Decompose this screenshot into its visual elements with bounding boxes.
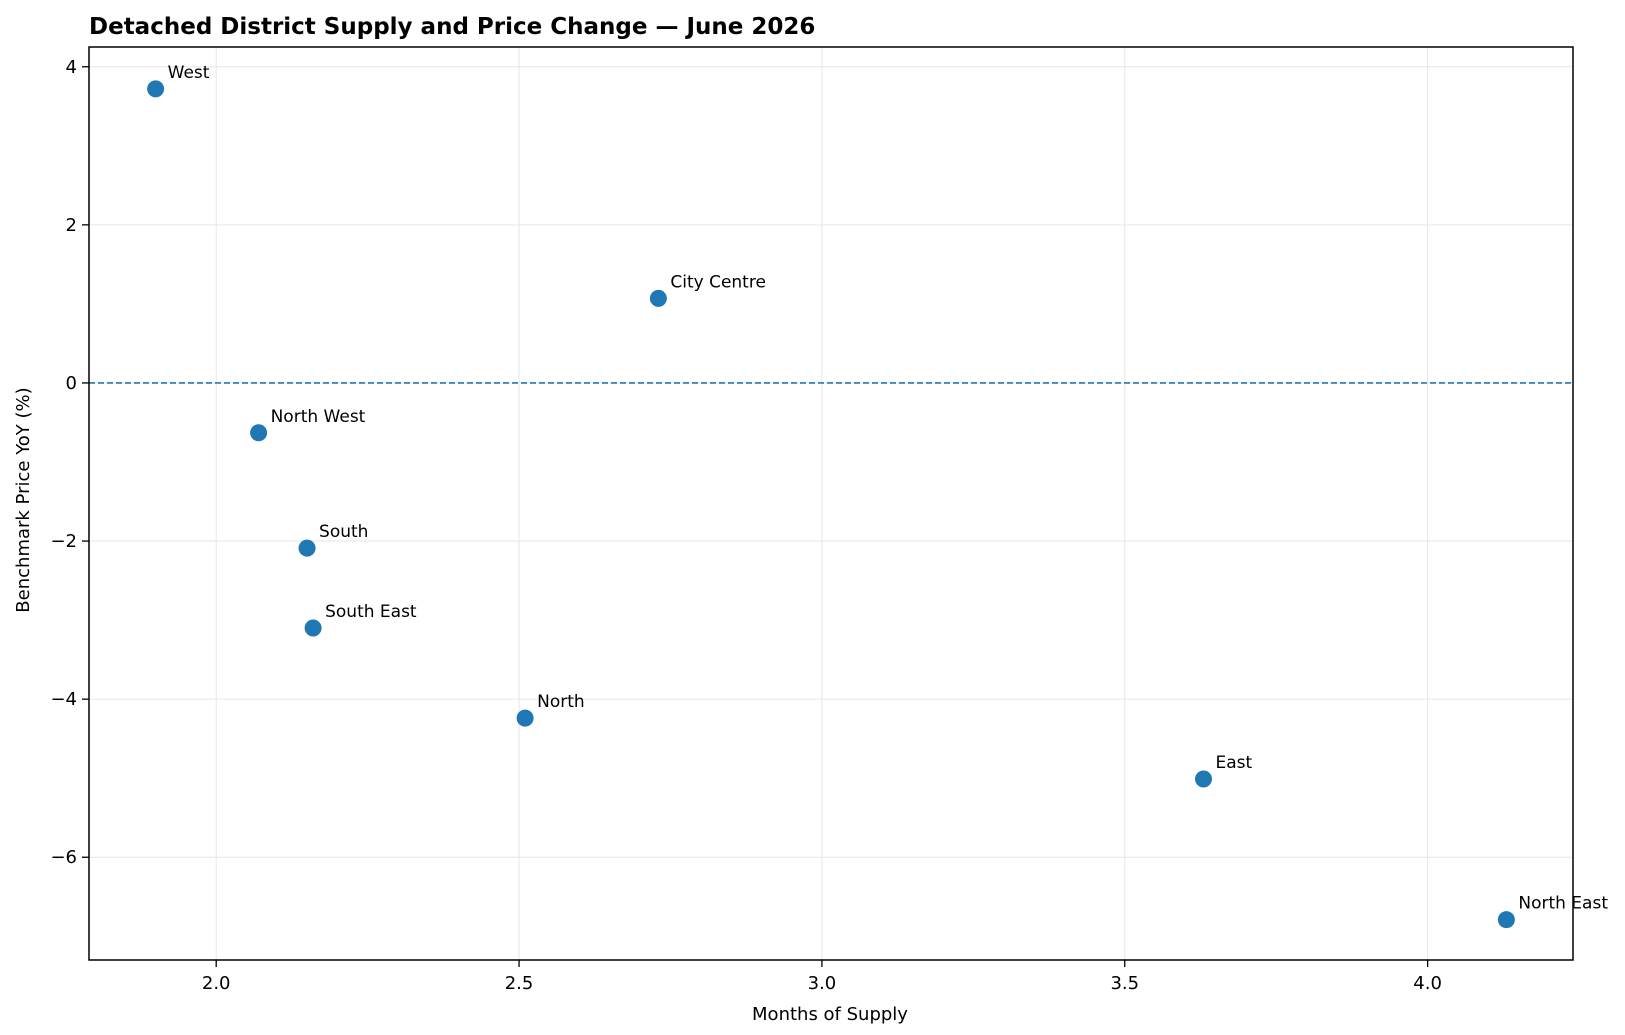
- point-labels: West City Centre North West South South East…: [168, 63, 1609, 914]
- x-tick-label: 3.5: [1110, 973, 1139, 994]
- y-tick-label: −2: [50, 531, 77, 552]
- x-tick-label: 2.5: [505, 973, 534, 994]
- chart-title: Detached District Supply and Price Chang…: [89, 14, 815, 40]
- point-label: City Centre: [670, 272, 766, 292]
- x-tick-label: 4.0: [1413, 973, 1442, 994]
- data-points: [147, 80, 1515, 929]
- y-axis-ticks: 4 2 0 −2 −4 −6: [50, 57, 89, 868]
- data-point: [147, 80, 165, 98]
- y-tick-label: 0: [66, 373, 77, 394]
- y-tick-label: −6: [50, 847, 77, 868]
- data-point: [1497, 911, 1515, 929]
- grid-lines: [89, 47, 1573, 960]
- data-point: [516, 709, 534, 727]
- point-label: North: [537, 692, 585, 712]
- data-point: [250, 424, 268, 442]
- x-tick-label: 3.0: [808, 973, 837, 994]
- point-label: West: [168, 63, 210, 83]
- y-tick-label: −4: [50, 689, 77, 710]
- y-tick-label: 2: [66, 215, 77, 236]
- point-label: South East: [325, 602, 417, 622]
- x-tick-label: 2.0: [202, 973, 231, 994]
- x-axis-ticks: 2.0 2.5 3.0 3.5 4.0: [202, 960, 1442, 994]
- point-label: South: [319, 522, 368, 542]
- data-point: [649, 289, 667, 307]
- point-label: North East: [1518, 894, 1608, 914]
- point-label: East: [1216, 753, 1253, 773]
- data-point: [304, 619, 322, 637]
- plot-frame: [88, 46, 1574, 961]
- x-axis-label: Months of Supply: [752, 1004, 908, 1025]
- data-point: [298, 539, 316, 557]
- point-label: North West: [271, 407, 366, 427]
- data-point: [1195, 770, 1213, 788]
- y-axis-label: Benchmark Price YoY (%): [13, 387, 34, 612]
- y-tick-label: 4: [66, 57, 77, 78]
